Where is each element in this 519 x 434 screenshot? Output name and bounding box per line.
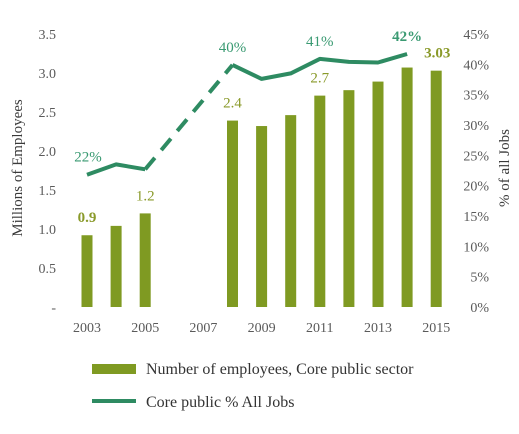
bar-data-label: 1.2 bbox=[136, 188, 155, 204]
right-tick-label: 10% bbox=[463, 240, 489, 255]
right-axis-title: % of all Jobs bbox=[497, 129, 513, 207]
bar-2003 bbox=[81, 235, 93, 307]
bar-data-label: 2.7 bbox=[310, 71, 329, 87]
bar-2005 bbox=[139, 213, 151, 307]
data-labels: 0.9 1.2 2.4 2.7 3.03 22% 40% 41% 42% bbox=[74, 29, 450, 226]
left-tick-label: 2.5 bbox=[39, 106, 57, 121]
bar-data-label: 0.9 bbox=[78, 210, 97, 226]
left-tick-label: 3.0 bbox=[39, 67, 57, 82]
bar-2004 bbox=[110, 225, 122, 307]
bar-2015 bbox=[430, 70, 442, 307]
x-tick-label: 2011 bbox=[306, 321, 333, 336]
right-tick-label: 45% bbox=[463, 28, 489, 43]
x-tick-label: 2009 bbox=[248, 321, 276, 336]
line-segment-dashed bbox=[143, 63, 235, 171]
line-segment bbox=[86, 162, 146, 177]
x-tick-label: 2003 bbox=[73, 321, 101, 336]
right-tick-label: 35% bbox=[463, 89, 489, 104]
x-tick-label: 2007 bbox=[189, 321, 217, 336]
left-tick-label: 1.5 bbox=[39, 184, 57, 199]
left-tick-label: 3.5 bbox=[39, 28, 57, 43]
bar-data-label: 2.4 bbox=[223, 96, 242, 112]
left-tick-label: 1.0 bbox=[39, 223, 57, 238]
legend-line-label: Core public % All Jobs bbox=[146, 394, 294, 411]
line-data-label: 22% bbox=[74, 150, 102, 166]
x-axis-ticks: 2003 2005 2007 2009 2011 2013 2015 bbox=[73, 321, 450, 336]
right-tick-label: 20% bbox=[463, 180, 489, 195]
right-tick-label: 30% bbox=[463, 119, 489, 134]
bar-data-label: 3.03 bbox=[424, 46, 450, 62]
bar-2013 bbox=[372, 81, 384, 307]
bar-2014 bbox=[401, 67, 413, 307]
bar-2011 bbox=[314, 95, 326, 308]
right-axis-ticks: 0% 5% 10% 15% 20% 25% 30% 35% 40% 45% bbox=[463, 28, 489, 316]
right-tick-label: 25% bbox=[463, 149, 489, 164]
bar-2010 bbox=[285, 115, 297, 308]
x-tick-label: 2005 bbox=[131, 321, 159, 336]
line-data-label: 40% bbox=[219, 40, 247, 56]
bar-2008 bbox=[227, 120, 238, 307]
left-tick-label: - bbox=[51, 301, 56, 316]
x-tick-label: 2015 bbox=[422, 321, 450, 336]
line-data-label: 41% bbox=[306, 34, 334, 50]
right-tick-label: 40% bbox=[463, 58, 489, 73]
right-tick-label: 15% bbox=[463, 210, 489, 225]
right-tick-label: 5% bbox=[470, 271, 489, 286]
line-segment bbox=[231, 52, 408, 81]
right-tick-label: 0% bbox=[470, 301, 489, 316]
left-tick-label: 0.5 bbox=[39, 262, 57, 277]
line-data-label: 42% bbox=[392, 29, 422, 45]
left-tick-label: 2.0 bbox=[39, 145, 57, 160]
legend: Number of employees, Core public sector … bbox=[92, 361, 414, 411]
bar-2009 bbox=[256, 126, 268, 307]
line-series bbox=[86, 52, 408, 177]
bar-series bbox=[81, 67, 442, 308]
left-axis-title: Millions of Employees bbox=[10, 99, 26, 237]
bar-2012 bbox=[343, 90, 355, 307]
x-tick-label: 2013 bbox=[364, 321, 392, 336]
legend-bar-label: Number of employees, Core public sector bbox=[146, 361, 414, 378]
left-axis-ticks: - 0.5 1.0 1.5 2.0 2.5 3.0 3.5 bbox=[39, 28, 57, 316]
legend-bar-swatch bbox=[92, 364, 136, 374]
